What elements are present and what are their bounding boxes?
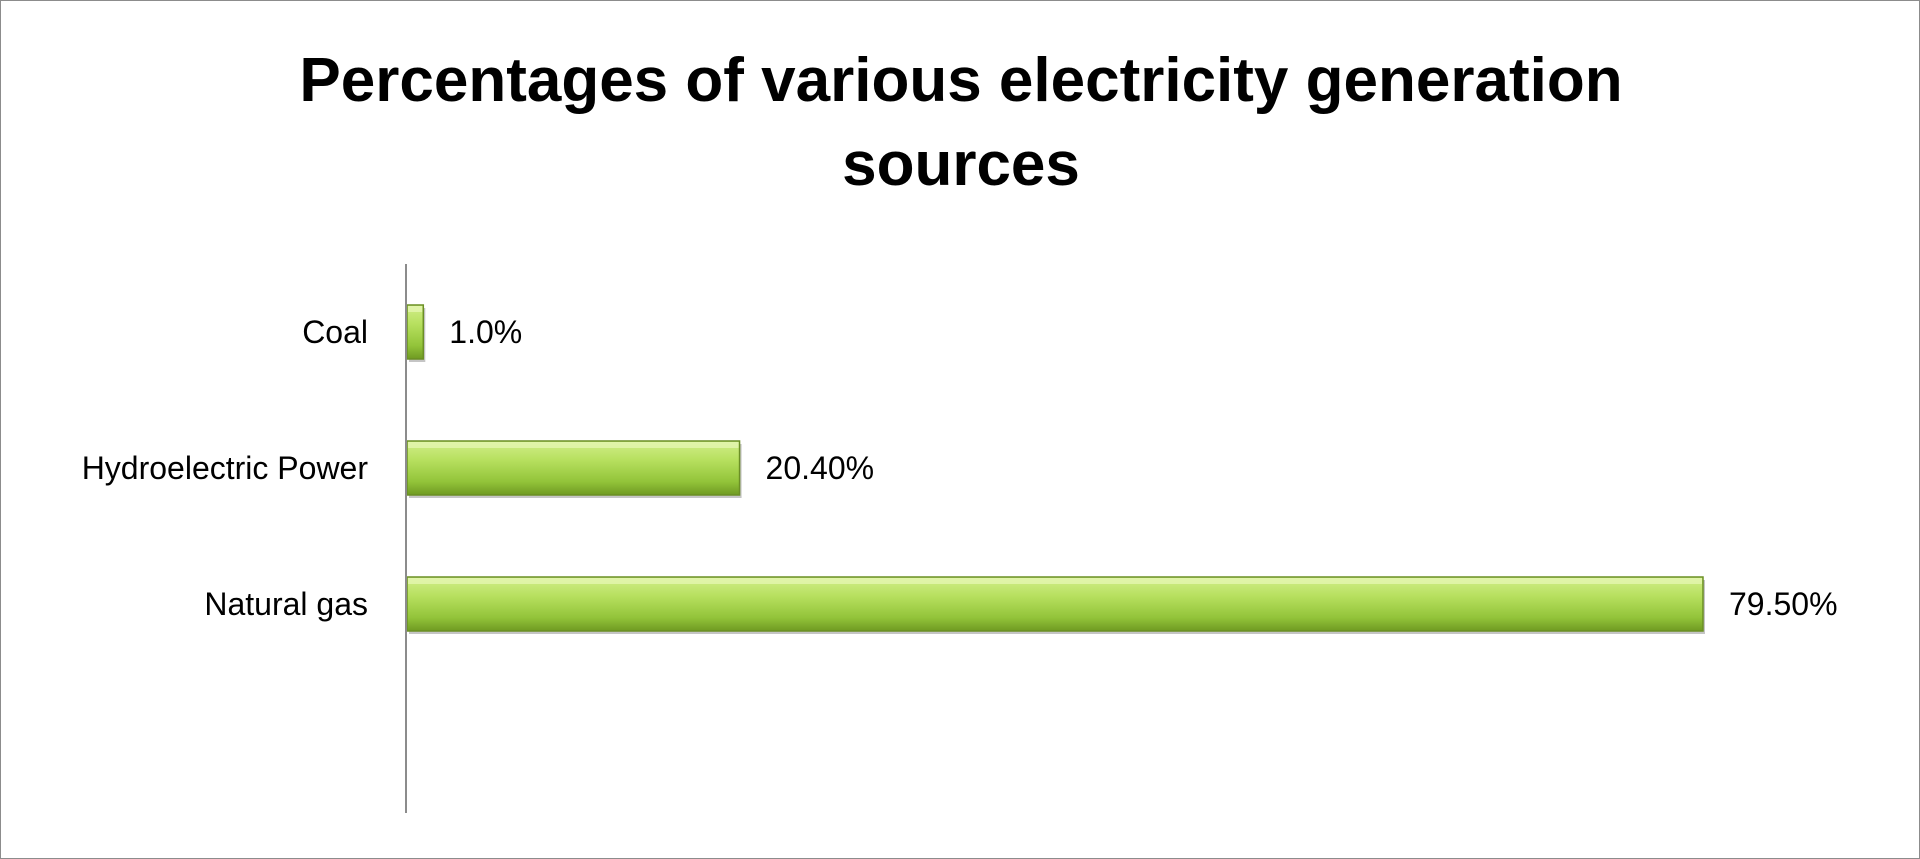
data-label: 20.40%	[766, 450, 875, 486]
category-label: Natural gas	[204, 586, 368, 622]
bar-natural-gas	[406, 576, 1704, 632]
bar-coal	[406, 304, 425, 360]
bar-highlight-0	[408, 306, 423, 312]
data-label: 79.50%	[1729, 586, 1838, 622]
data-label: 1.0%	[449, 314, 522, 350]
chart-title: Percentages of various electricity gener…	[299, 46, 1623, 199]
bar-hydroelectric-power	[406, 440, 741, 496]
bar-highlight-1	[408, 442, 739, 448]
bar-highlight-2	[408, 578, 1702, 584]
bars-layer: Coal 1.0% Hydroelectric Power 20.40% Natural…	[82, 304, 1838, 634]
category-label: Hydroelectric Power	[82, 450, 369, 486]
category-label: Coal	[302, 314, 368, 350]
